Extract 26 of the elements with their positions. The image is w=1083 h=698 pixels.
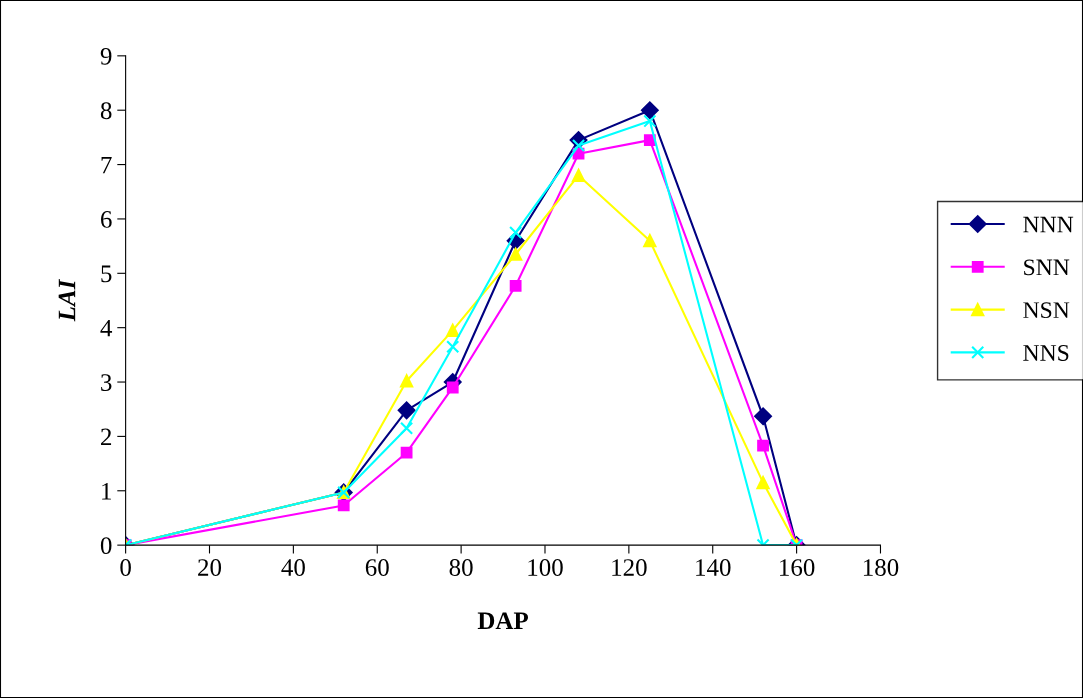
legend-label: SNN [1024, 259, 1070, 276]
y-tick-label: 9 [100, 47, 112, 65]
y-axis-title: LAI [58, 278, 76, 322]
x-tick-label: 40 [281, 559, 305, 576]
x-tick-label: 160 [780, 559, 815, 576]
x-tick-label: 140 [696, 559, 731, 576]
x-tick-label: 60 [365, 559, 389, 576]
legend-label: NNS [1023, 345, 1069, 361]
y-tick-label: 5 [101, 265, 112, 283]
y-tick-label: 3 [101, 374, 112, 391]
x-tick-label: 80 [449, 559, 473, 576]
x-tick-label: 100 [528, 559, 563, 576]
x-tick-label: 0 [120, 559, 131, 576]
x-axis-title: DAP [477, 612, 529, 629]
x-tick-label: 180 [863, 559, 899, 576]
x-tick-label: 120 [612, 559, 647, 576]
x-tick-label: 20 [198, 559, 222, 576]
y-tick-label: 1 [102, 482, 111, 500]
y-tick-label: 6 [101, 211, 112, 228]
legend-label: NSN [1023, 302, 1070, 319]
legend-label: NNN [1023, 216, 1074, 233]
y-tick-label: 8 [100, 102, 112, 120]
y-tick-label: 7 [101, 156, 112, 174]
y-tick-label: 4 [100, 319, 113, 337]
y-tick-label: 2 [101, 428, 112, 446]
y-tick-label: 0 [100, 537, 112, 555]
